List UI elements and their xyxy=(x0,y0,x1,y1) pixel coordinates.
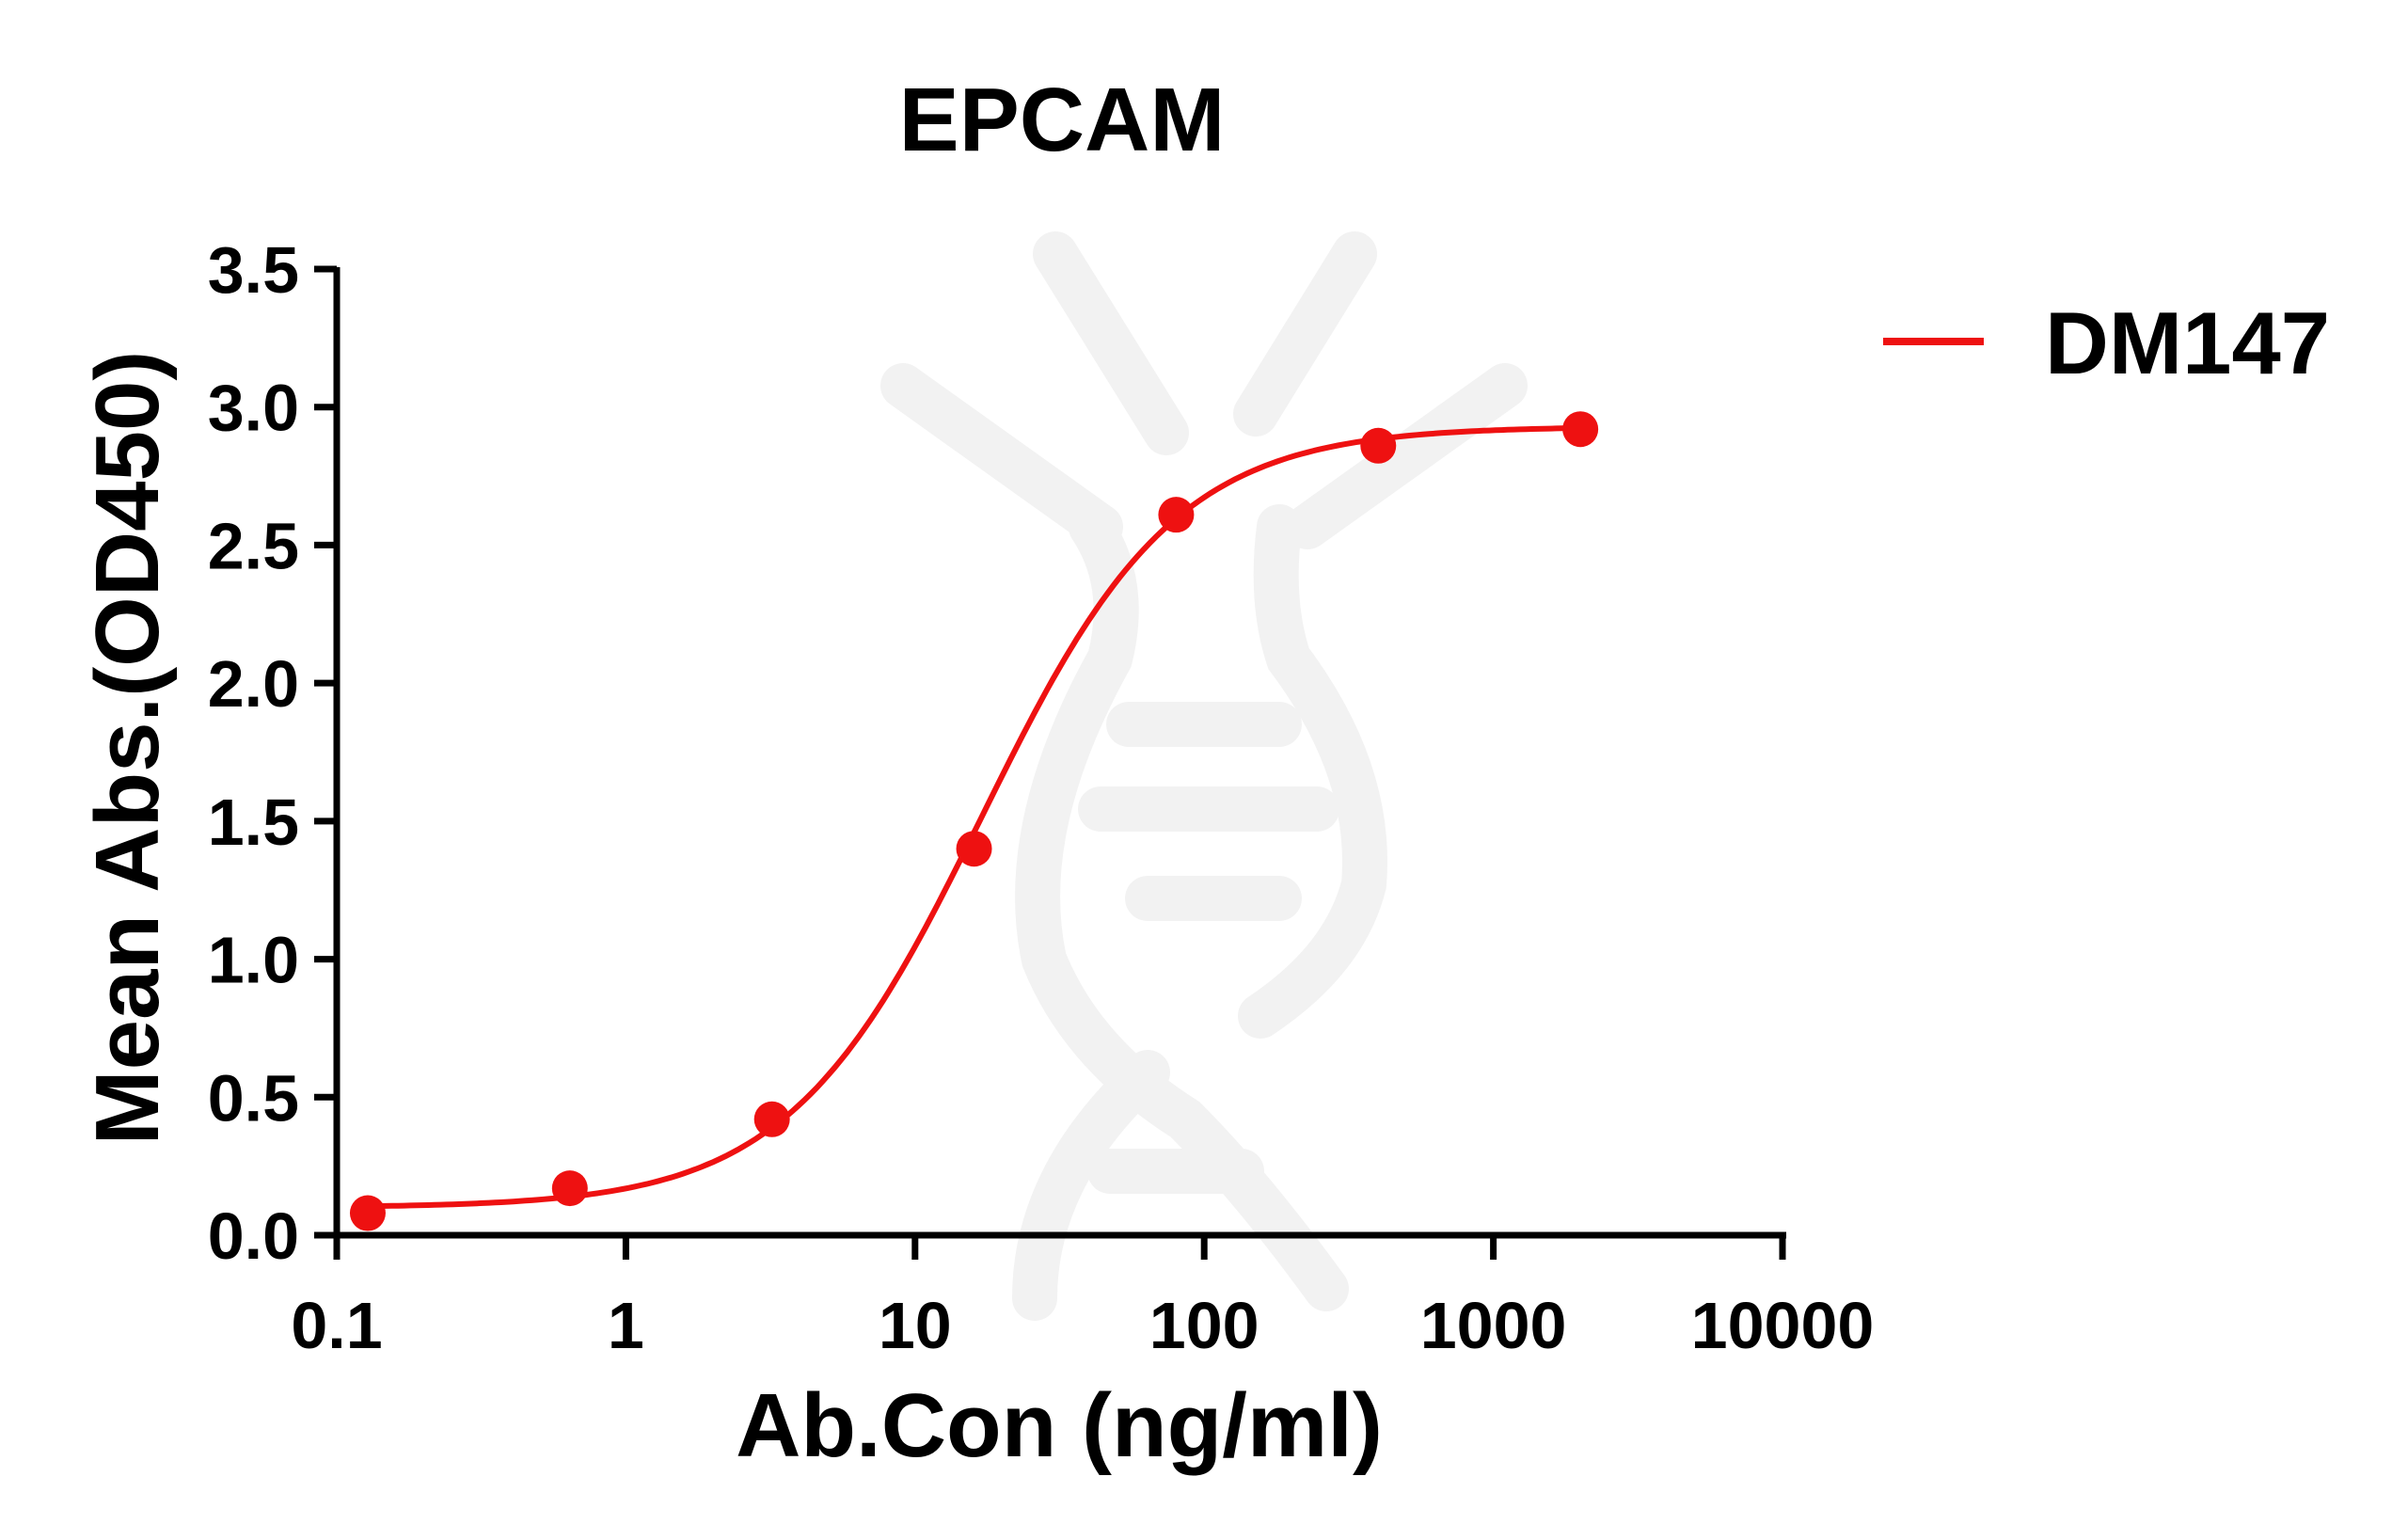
y-tick-label: 2.0 xyxy=(208,647,299,721)
data-point-dm147 xyxy=(753,1101,790,1137)
data-point-dm147 xyxy=(349,1195,386,1231)
x-tick-label: 10000 xyxy=(1691,1289,1875,1362)
y-axis-label: Mean Abs.(OD450) xyxy=(77,351,178,1146)
x-tick-label: 100 xyxy=(1149,1289,1259,1362)
y-tick-label: 3.0 xyxy=(208,372,299,445)
data-point-dm147 xyxy=(551,1170,588,1207)
watermark-dna-logo xyxy=(880,231,1528,1321)
legend-label-dm147: DM147 xyxy=(2045,294,2330,392)
legend: DM147 xyxy=(1883,294,2330,392)
x-tick-label: 1000 xyxy=(1420,1289,1567,1362)
y-tick-label: 3.5 xyxy=(208,233,299,307)
y-tick-label: 0.5 xyxy=(208,1061,299,1135)
data-point-dm147 xyxy=(1158,497,1195,533)
y-tick-label: 0.0 xyxy=(208,1199,299,1273)
x-tick-label: 1 xyxy=(608,1289,644,1362)
y-tick-label: 2.5 xyxy=(208,509,299,582)
x-axis-label: Ab.Con (ng/ml) xyxy=(736,1375,1383,1476)
data-point-dm147 xyxy=(1360,427,1397,464)
data-point-dm147 xyxy=(1562,411,1599,448)
y-tick-label: 1.0 xyxy=(208,924,299,997)
x-tick-label: 10 xyxy=(879,1289,952,1362)
chart-title: EPCAM xyxy=(899,70,1226,170)
y-tick-label: 1.5 xyxy=(208,786,299,859)
fit-curve-dm147 xyxy=(367,424,1581,1210)
data-point-dm147 xyxy=(956,831,992,867)
x-tick-label: 0.1 xyxy=(291,1289,382,1362)
